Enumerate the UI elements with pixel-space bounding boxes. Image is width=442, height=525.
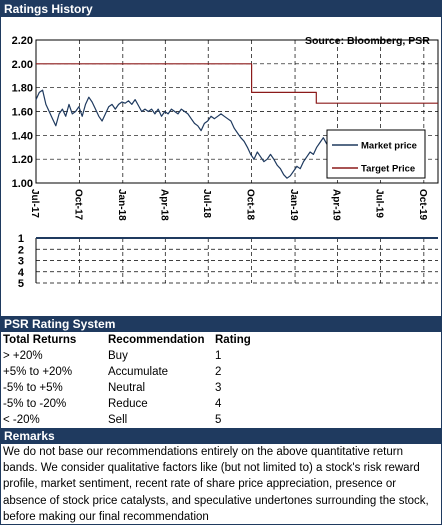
total-returns-cell: -5% to -20% (3, 398, 67, 410)
x-tick-label: Apr-19 (331, 189, 342, 221)
band-tick-label: 3 (18, 256, 24, 268)
chart-series (35, 63, 438, 179)
total-returns-cell: < -20% (3, 414, 40, 426)
x-tick-label: Jul-18 (201, 189, 212, 218)
series-line-market-price (35, 89, 347, 179)
x-tick-label: Apr-18 (158, 189, 169, 221)
band-tick-label: 1 (18, 233, 24, 245)
remarks-header: Remarks (1, 428, 441, 444)
plot-border (35, 39, 439, 184)
x-axis-tick-labels: Jul-17 Oct-17 Jan-18 Apr-18 Jul-18 Oct-18 Jan-… (29, 189, 428, 221)
recommendation-cell: Reduce (108, 398, 148, 410)
y-tick-label: 1.60 (12, 107, 33, 119)
rating-band-gridlines (35, 237, 438, 284)
price-chart: 2.20 2.00 1.80 1.60 1.40 1.20 1.00 Jul-17 Oct-1… (12, 35, 439, 221)
x-tick-label: Oct-19 (417, 189, 428, 221)
header-recommendation: Recommendation (108, 334, 205, 346)
recommendation-cell: Buy (108, 350, 128, 362)
legend-label: Market price (361, 141, 417, 152)
recommendation-cell: Sell (108, 414, 128, 426)
recommendation-cell: Accumulate (108, 366, 169, 378)
y-tick-label: 1.40 (12, 130, 33, 142)
total-returns-cell: > +20% (3, 350, 43, 362)
band-tick-label: 5 (18, 278, 24, 290)
chart-legend: Market price Target Price (326, 129, 426, 179)
x-tick-label: Jan-19 (288, 189, 299, 221)
y-tick-label: 2.00 (12, 59, 33, 71)
rating-system-header: PSR Rating System (1, 316, 441, 332)
header-rating: Rating (215, 334, 251, 346)
x-tick-label: Jul-17 (29, 189, 40, 218)
y-axis-tick-labels: 2.20 2.00 1.80 1.60 1.40 1.20 1.00 (12, 35, 33, 190)
y-tick-label: 1.00 (12, 178, 33, 190)
x-tick-label: Jan-18 (116, 189, 127, 221)
y-tick-label: 2.20 (12, 35, 33, 47)
recommendation-cell: Neutral (108, 382, 146, 394)
x-tick-label: Oct-18 (245, 189, 256, 221)
band-tick-label: 2 (18, 244, 24, 256)
rating-cell: 5 (215, 414, 222, 426)
y-tick-label: 1.20 (12, 154, 33, 166)
rating-cell: 4 (215, 398, 222, 410)
y-tick-label: 1.80 (12, 83, 33, 95)
x-tick-label: Jul-19 (373, 189, 384, 218)
series-line-target-price (36, 63, 438, 104)
chart-plot-frame (35, 39, 439, 184)
band-tick-label: 4 (18, 267, 25, 279)
rating-cell: 1 (215, 350, 222, 362)
rating-cell: 3 (215, 382, 222, 394)
legend-box (326, 129, 426, 179)
chart-source-label: Source: Bloomberg, PSR (305, 35, 430, 47)
x-tick-label: Oct-17 (72, 189, 83, 221)
legend-label: Target Price (361, 164, 415, 175)
total-returns-cell: +5% to +20% (3, 366, 73, 378)
total-returns-cell: -5% to +5% (3, 382, 63, 394)
ratings-history-header: Ratings History (1, 1, 441, 17)
header-total-returns: Total Returns (3, 334, 77, 346)
rating-cell: 2 (215, 366, 222, 378)
remarks-text: We do not base our recommendations entir… (3, 446, 429, 523)
